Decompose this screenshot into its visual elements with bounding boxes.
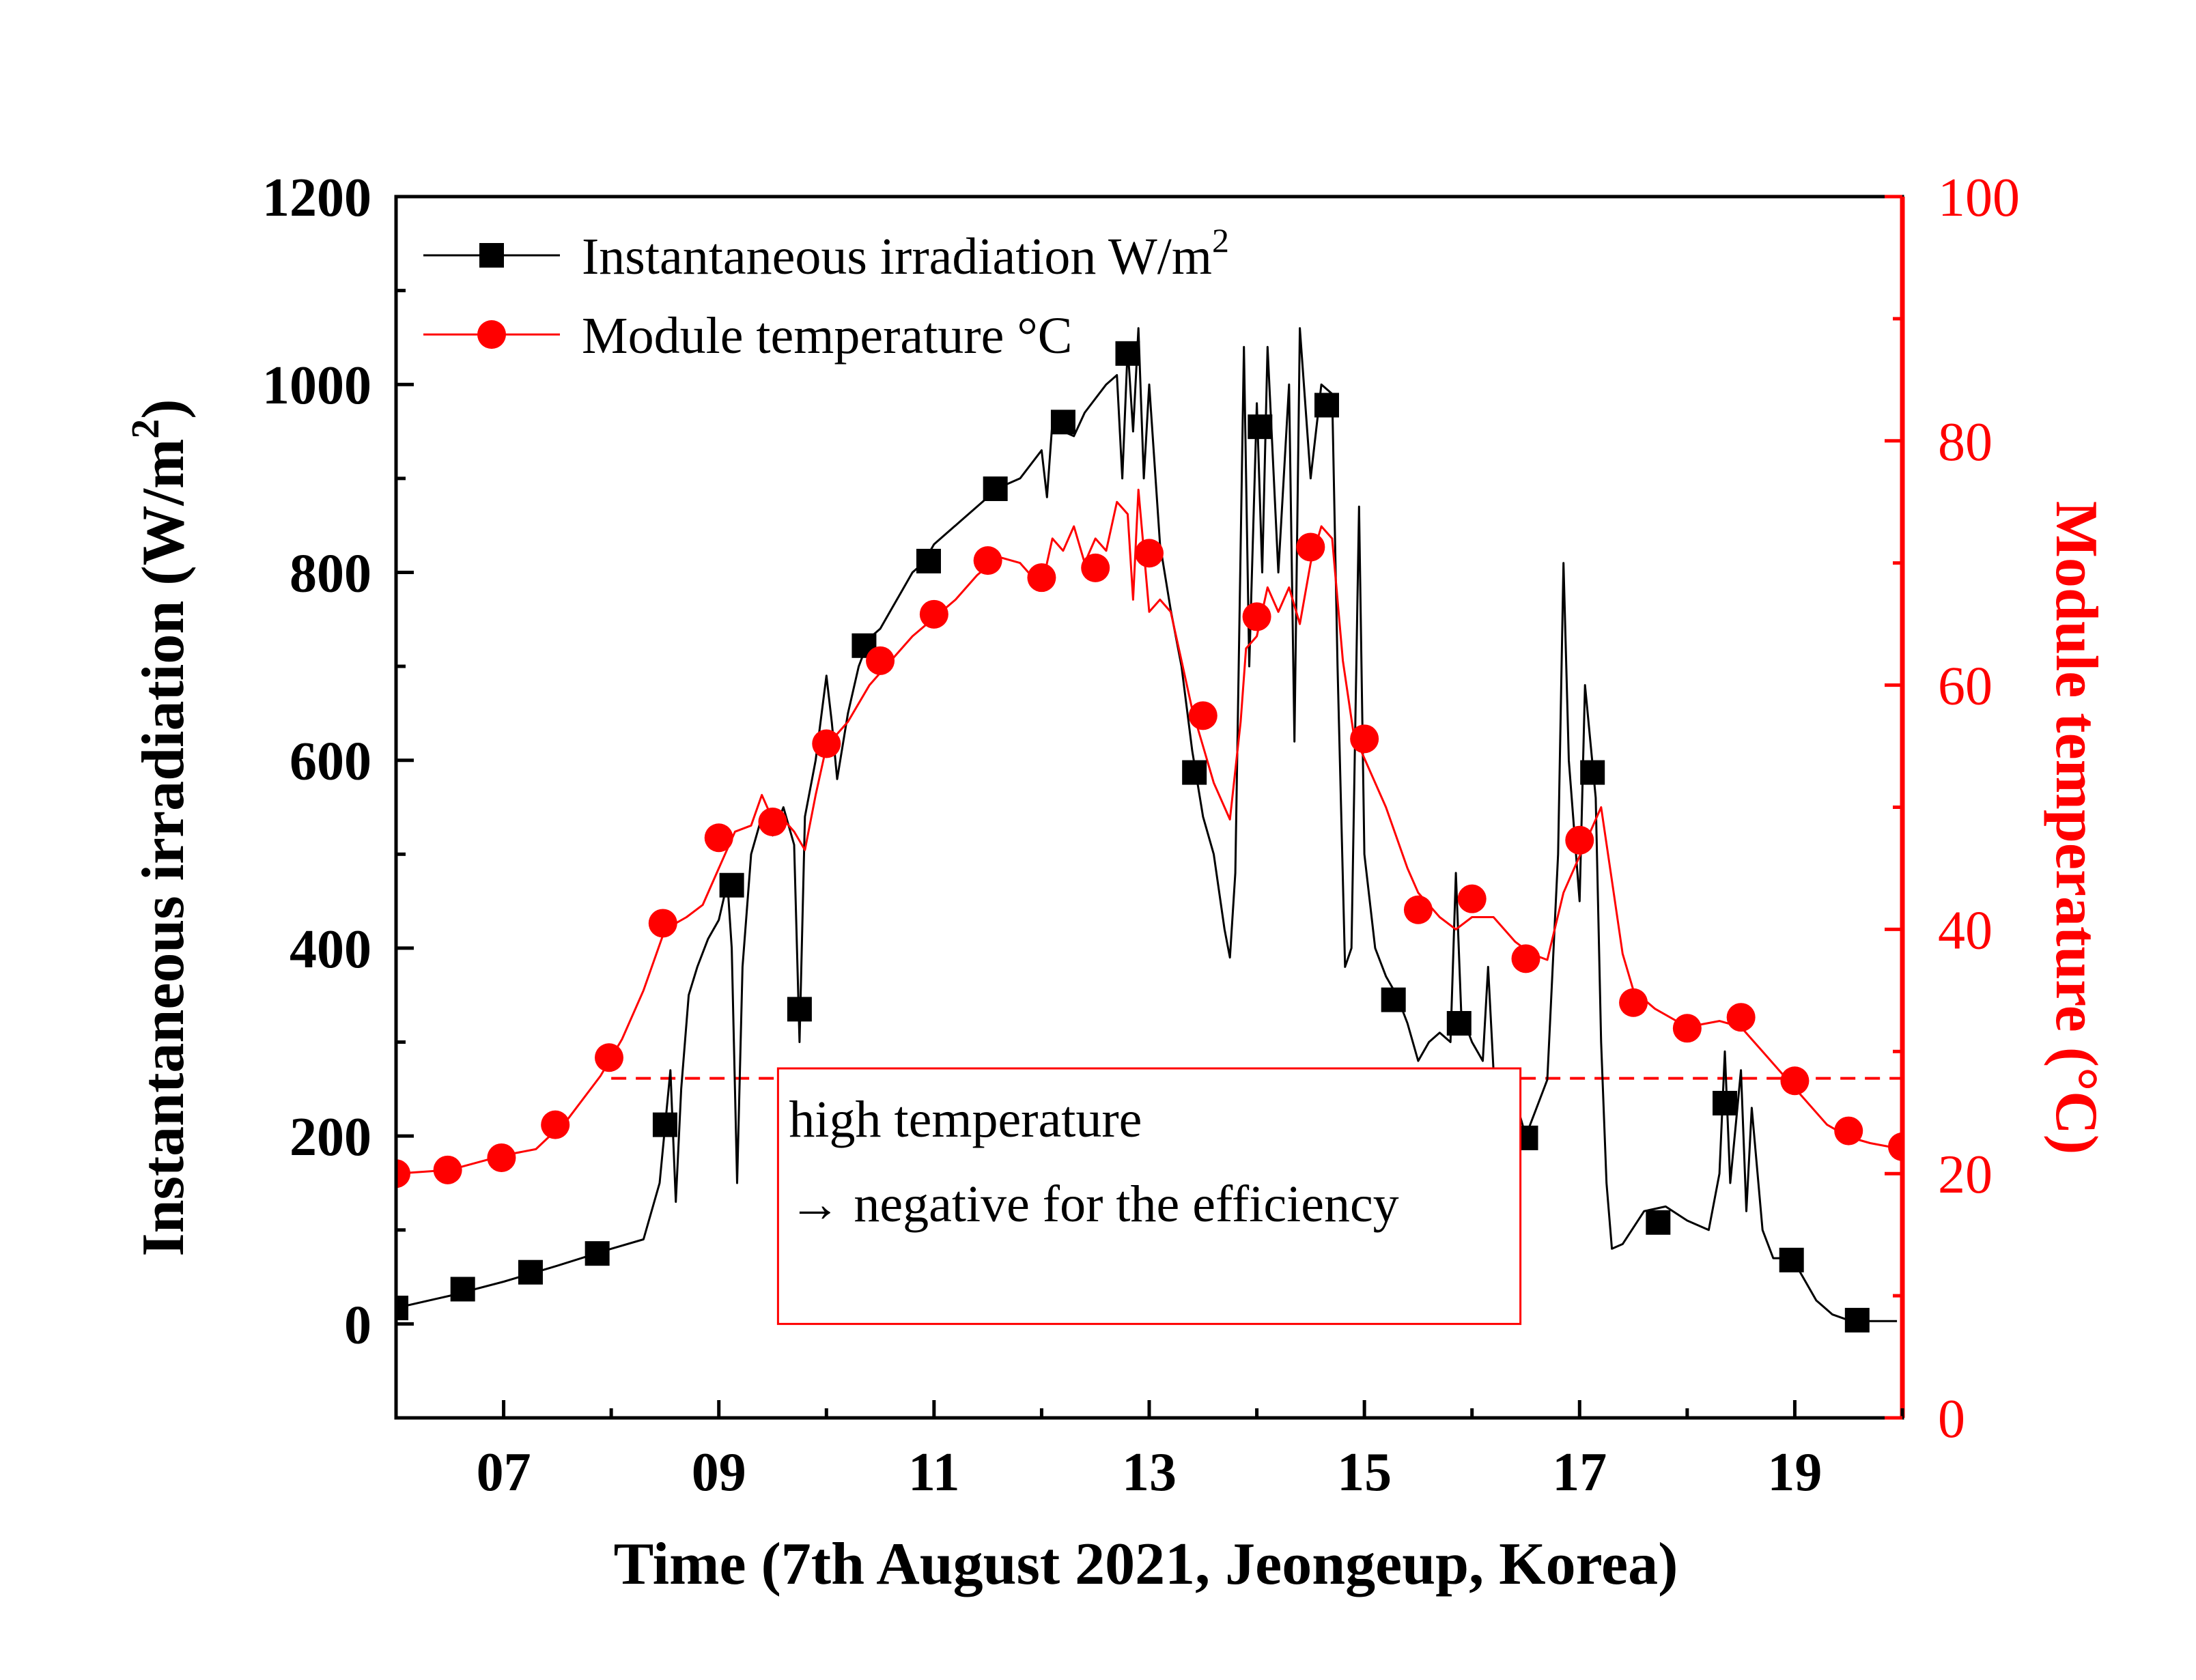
legend-temperature-marker (477, 320, 506, 349)
temperature-point (919, 599, 948, 629)
temperature-point (866, 646, 895, 675)
annotation-line-1: high temperature (789, 1091, 1142, 1148)
y-left-tick-label: 1000 (262, 356, 371, 416)
temperature-point (1403, 895, 1433, 924)
legend: Instantaneous irradiation W/m2 Module te… (423, 221, 1229, 365)
y-left-tick-label: 0 (344, 1295, 371, 1355)
irradiation-point (983, 476, 1008, 501)
x-tick-label: 11 (908, 1442, 960, 1503)
irradiation-point (1580, 760, 1605, 785)
irradiation-point (585, 1241, 610, 1266)
irradiation-point (1844, 1307, 1870, 1333)
irradiation-point (652, 1112, 677, 1137)
series-layer (396, 327, 1902, 1333)
irradiation-point (1182, 760, 1207, 785)
y-right-tick-label: 40 (1938, 900, 1993, 960)
temperature-point (1296, 532, 1325, 562)
irradiation-point (450, 1277, 475, 1302)
y-left-tick-label: 1200 (262, 168, 371, 228)
temperature-point (594, 1043, 623, 1072)
y-left-tick-label: 200 (290, 1107, 371, 1167)
temperature-point (648, 909, 677, 938)
temperature-point (541, 1110, 570, 1139)
x-axis-title: Time (7th August 2021, Jeongeup, Korea) (614, 1531, 1678, 1597)
y-right-tick-label: 60 (1938, 657, 1993, 717)
axes-layer: 07 09 11 13 15 17 19 0 200 400 600 800 1000 1200 0 20 40… (262, 168, 2020, 1503)
y-right-tick-label: 100 (1938, 168, 2020, 228)
irradiation-point (1314, 393, 1339, 418)
temperature-point (704, 823, 733, 853)
irradiation-point (1779, 1247, 1804, 1272)
temperature-point (1672, 1014, 1702, 1043)
temperature-point (1027, 563, 1056, 593)
irradiation-point (396, 1295, 408, 1320)
temperature-point (1780, 1066, 1810, 1096)
temperature-point (1834, 1116, 1863, 1145)
irradiation-point (1248, 414, 1273, 440)
temperature-point (1511, 944, 1540, 973)
irradiation-line (396, 327, 1898, 1322)
x-tick-label: 09 (692, 1442, 746, 1503)
y-axis-right-title: Module temperature (°C) (2043, 501, 2109, 1154)
irradiation-point (518, 1259, 543, 1285)
y-right-tick-label: 0 (1938, 1389, 1965, 1449)
temperature-point (973, 546, 1002, 575)
y-left-tick-label: 800 (290, 543, 371, 603)
x-tick-label: 19 (1767, 1442, 1822, 1503)
annotation-line-2: → negative for the efficiency (789, 1176, 1398, 1233)
irradiation-point (1381, 987, 1406, 1012)
temperature-point (1242, 602, 1271, 631)
temperature-point (758, 807, 787, 836)
temperature-point (812, 729, 841, 758)
irradiation-point (1646, 1210, 1671, 1235)
legend-irradiation-label: Instantaneous irradiation W/m2 (582, 221, 1229, 285)
x-tick-label: 15 (1337, 1442, 1392, 1503)
y-right-tick-label: 80 (1938, 412, 1993, 472)
legend-irradiation-marker (479, 243, 504, 268)
temperature-point (1457, 884, 1487, 913)
temperature-point (1726, 1003, 1756, 1032)
temperature-point (1188, 701, 1217, 730)
y-axis-left-title: Instantaneous irradiation (W/m2) (123, 399, 197, 1256)
irradiation-point (1050, 410, 1075, 435)
temperature-point (487, 1143, 516, 1172)
irradiation-point (787, 997, 812, 1022)
irradiation-point (1446, 1011, 1472, 1036)
x-tick-label: 17 (1552, 1442, 1607, 1503)
temperature-point (1888, 1132, 1902, 1161)
irradiation-point (719, 872, 744, 898)
annotation-box: high temperature → negative for the effi… (776, 1067, 1522, 1325)
temperature-point (1619, 988, 1648, 1017)
legend-temperature-label: Module temperature °C (582, 307, 1072, 365)
irradiation-point (916, 548, 941, 573)
y-right-tick-label: 20 (1938, 1145, 1993, 1205)
irradiation-point (1115, 341, 1140, 366)
annotation-frame (776, 1067, 1522, 1325)
temperature-point (396, 1159, 410, 1188)
temperature-point (1081, 553, 1110, 582)
temperature-point (1350, 724, 1379, 754)
x-tick-label: 13 (1122, 1442, 1177, 1503)
y-left-tick-label: 600 (290, 732, 371, 792)
x-tick-label: 07 (477, 1442, 531, 1503)
y-left-tick-label: 400 (290, 920, 371, 980)
temperature-point (433, 1155, 462, 1184)
irradiation-point (1713, 1090, 1738, 1115)
temperature-point (1565, 825, 1594, 855)
temperature-point (1135, 539, 1164, 568)
